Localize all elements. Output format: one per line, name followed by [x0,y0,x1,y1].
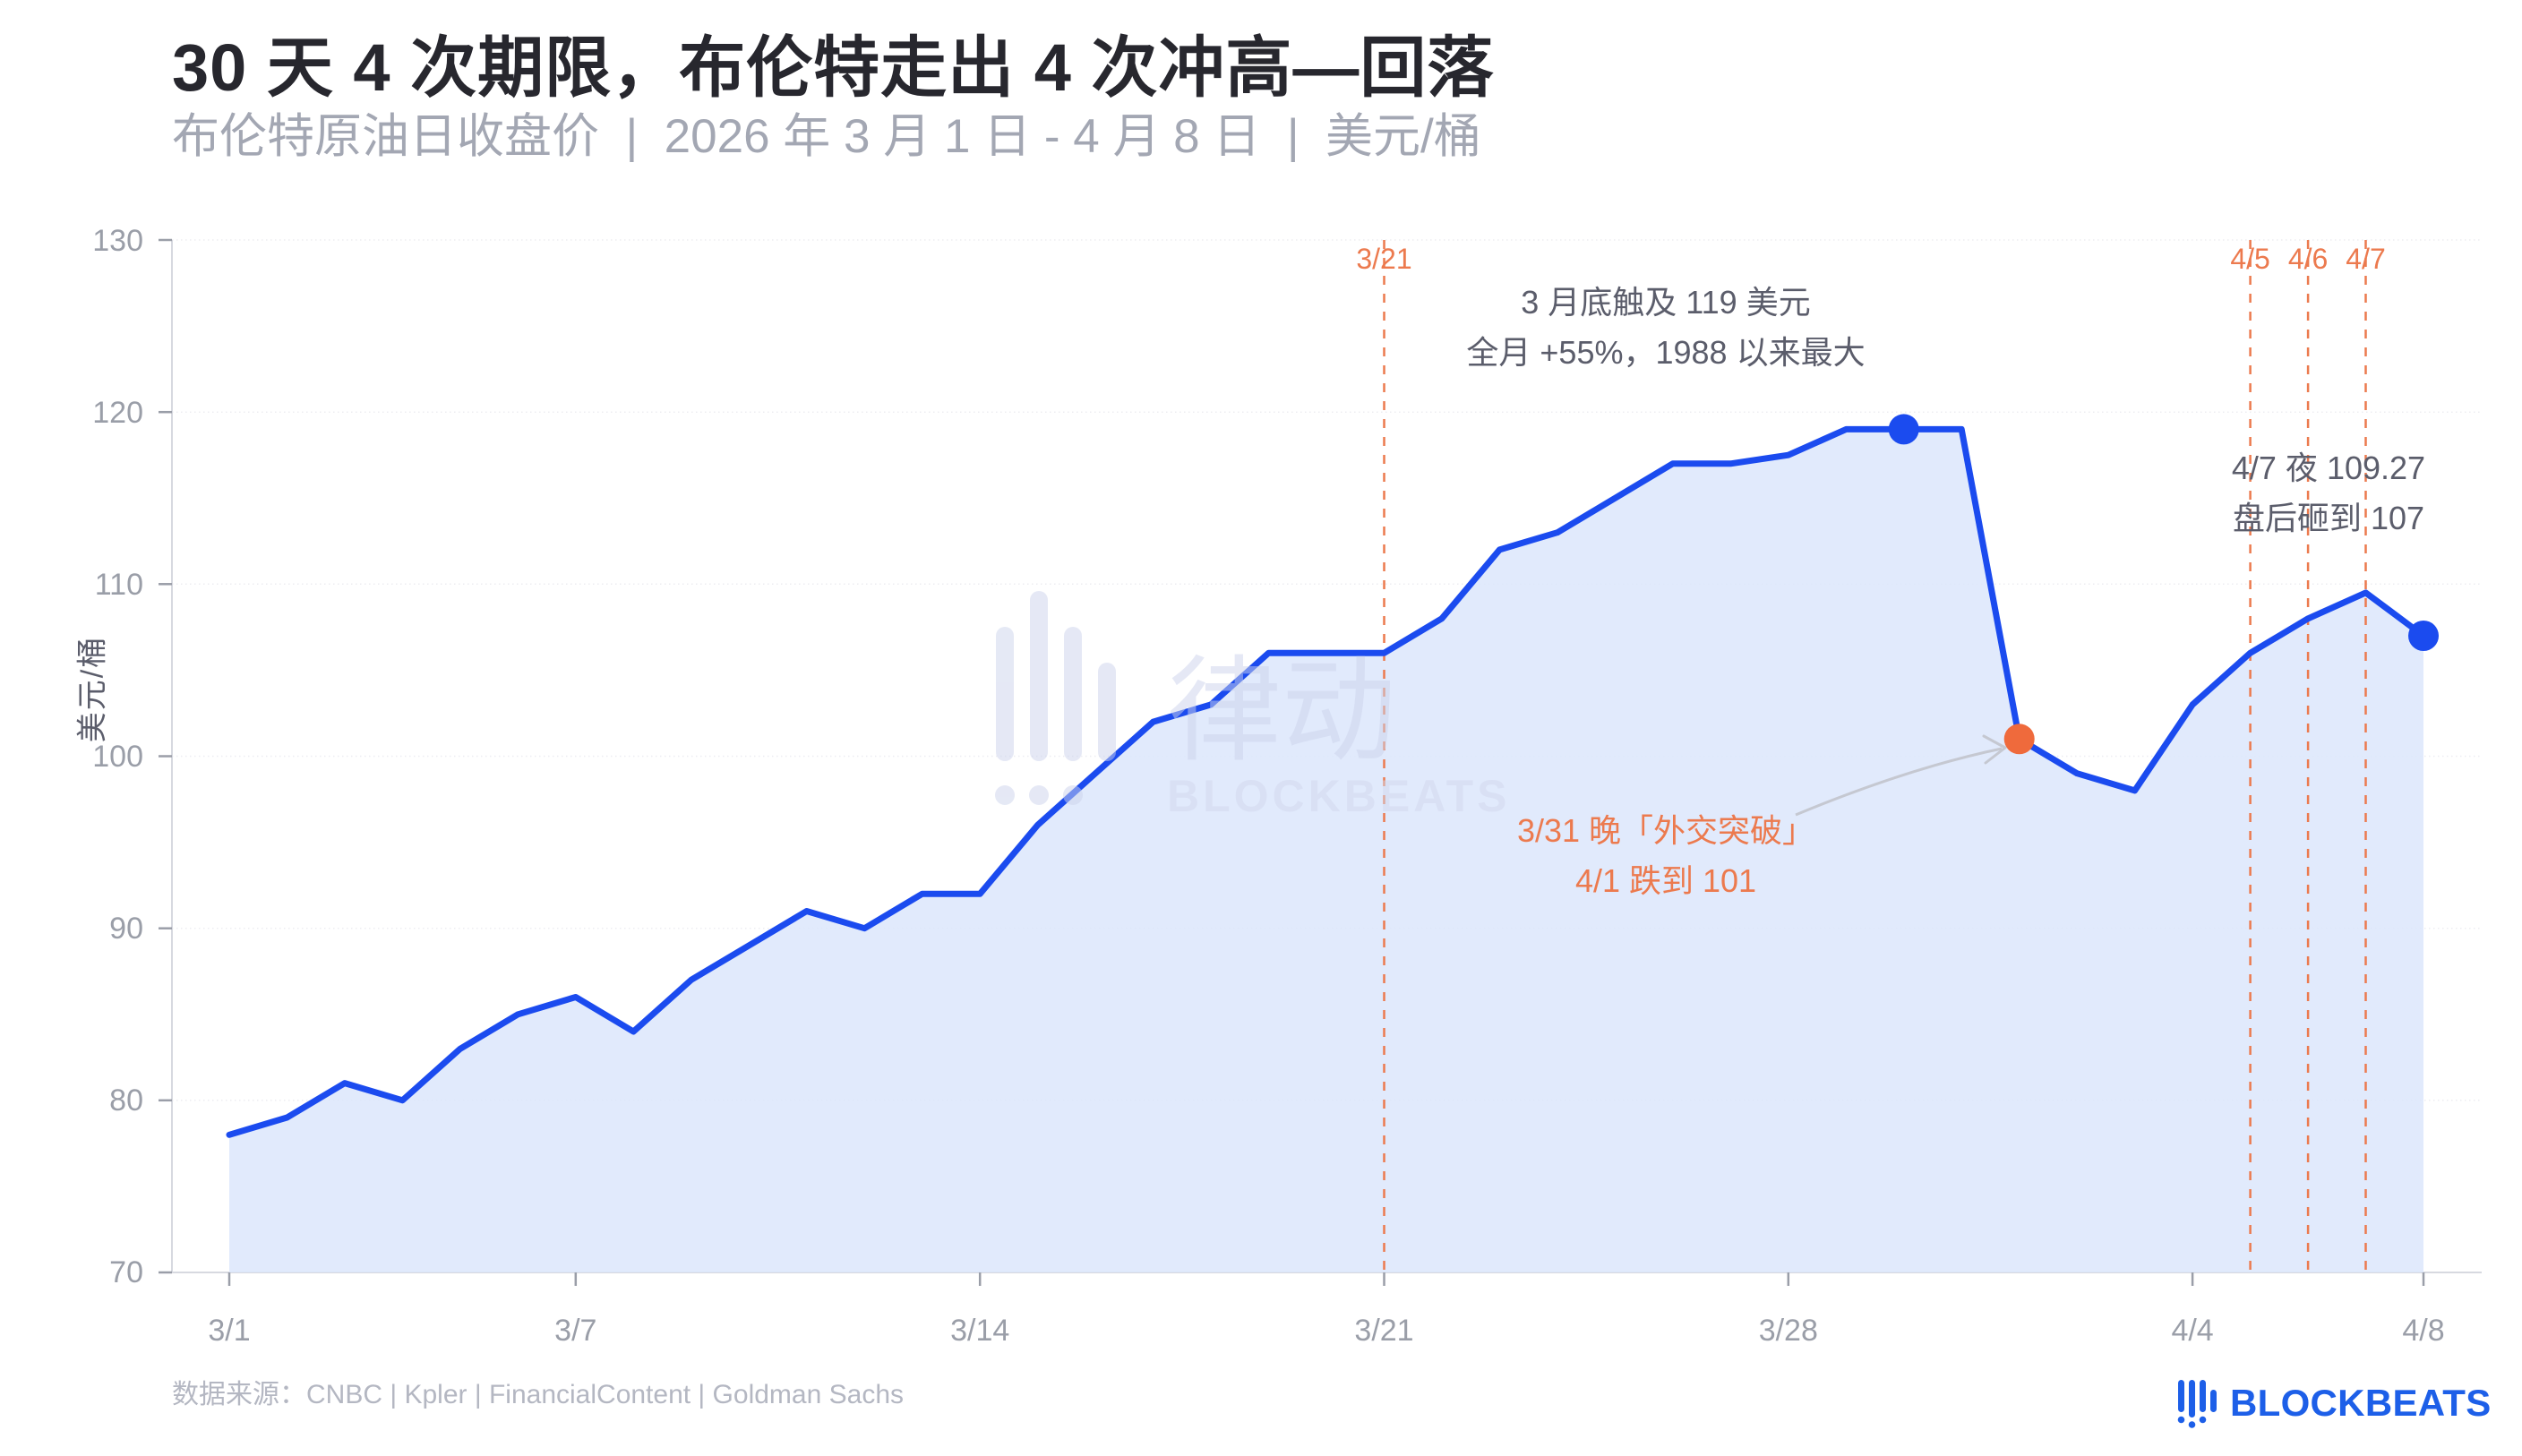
svg-text:3/1: 3/1 [208,1314,250,1348]
svg-text:80: 80 [109,1083,143,1118]
svg-text:4/8: 4/8 [2402,1314,2444,1348]
svg-text:3/14: 3/14 [950,1314,1009,1348]
svg-text:BLOCKBEATS: BLOCKBEATS [2230,1382,2492,1424]
svg-text:全月 +55%，1988 以来最大: 全月 +55%，1988 以来最大 [1466,334,1865,371]
svg-text:4/4: 4/4 [2171,1314,2213,1348]
svg-text:70: 70 [109,1255,143,1289]
svg-text:100: 100 [92,740,143,774]
svg-text:4/7 夜 109.27: 4/7 夜 109.27 [2232,450,2425,486]
svg-text:盘后砸到 107: 盘后砸到 107 [2233,500,2424,536]
svg-text:90: 90 [109,912,143,946]
svg-text:3/28: 3/28 [1759,1314,1818,1348]
svg-text:4/1 跌到 101: 4/1 跌到 101 [1575,862,1756,899]
svg-text:3 月底触及 119 美元: 3 月底触及 119 美元 [1521,284,1810,321]
svg-text:3/31 晚「外交突破」: 3/31 晚「外交突破」 [1517,812,1814,849]
svg-text:律动: 律动 [1167,647,1396,775]
svg-text:130: 130 [92,224,143,258]
svg-text:120: 120 [92,396,143,430]
svg-text:3/7: 3/7 [554,1314,596,1348]
svg-text:4/7: 4/7 [2346,243,2385,275]
svg-text:BLOCKBEATS: BLOCKBEATS [1167,771,1511,821]
svg-text:3/21: 3/21 [1356,243,1411,275]
svg-text:110: 110 [95,568,143,602]
svg-text:4/6: 4/6 [2288,243,2328,275]
svg-text:3/21: 3/21 [1354,1314,1413,1348]
svg-text:4/5: 4/5 [2230,243,2269,275]
